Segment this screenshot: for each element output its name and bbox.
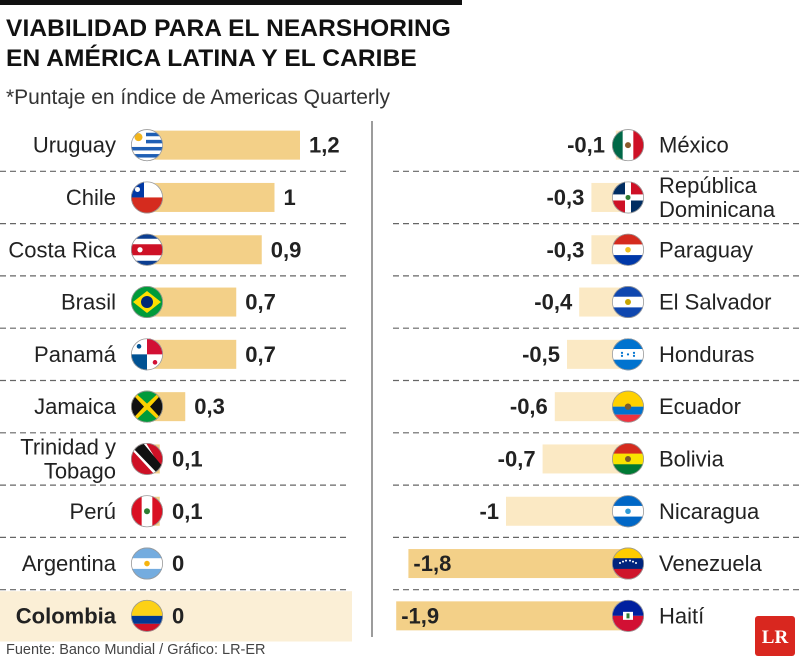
bar-uruguay — [147, 130, 300, 160]
category-label-costa-rica: Costa Rica — [8, 237, 116, 262]
category-label-colombia: Colombia — [16, 603, 117, 628]
title-rule — [0, 0, 462, 5]
category-label-ecuador: Ecuador — [659, 394, 741, 419]
flag-costa-rica-icon — [130, 233, 163, 266]
value-label-venezuela: -1,8 — [413, 551, 451, 576]
chart-subtitle: *Puntaje en índice de Americas Quarterly — [6, 86, 391, 109]
value-label-jamaica: 0,3 — [194, 394, 225, 419]
flag-argentina-icon — [130, 547, 163, 580]
category-label-republica-dominicana-line-2: Dominicana — [659, 197, 776, 222]
flag-venezuela-icon — [612, 547, 645, 580]
value-label-bolivia: -0,7 — [498, 446, 536, 471]
flag-mexico-icon — [612, 129, 645, 162]
value-label-panama: 0,7 — [245, 342, 276, 367]
value-label-haiti: -1,9 — [401, 603, 439, 628]
lr-logo: LR — [755, 616, 795, 656]
flag-el-salvador-icon — [612, 286, 645, 319]
category-label-chile: Chile — [66, 185, 116, 210]
bar-chile — [147, 182, 275, 212]
value-label-paraguay: -0,3 — [546, 237, 584, 262]
value-label-argentina: 0 — [172, 551, 184, 576]
value-label-honduras: -0,5 — [522, 342, 560, 367]
value-label-trinidad-y-tobago: 0,1 — [172, 446, 203, 471]
highlight-band-colombia — [0, 591, 352, 642]
flag-paraguay-icon — [612, 233, 645, 266]
flag-bolivia-icon — [612, 442, 645, 475]
flag-brazil-icon — [130, 286, 163, 319]
value-label-brasil: 0,7 — [245, 290, 276, 315]
flag-colombia-icon — [130, 599, 163, 632]
value-label-peru: 0,1 — [172, 499, 203, 524]
category-label-jamaica: Jamaica — [34, 394, 117, 419]
value-label-republica-dominicana: -0,3 — [546, 185, 584, 210]
category-label-bolivia: Bolivia — [659, 446, 725, 471]
lr-logo-background — [755, 616, 795, 656]
bar-haiti — [396, 601, 628, 631]
value-label-mexico: -0,1 — [567, 133, 605, 158]
value-label-chile: 1 — [284, 185, 296, 210]
category-label-nicaragua: Nicaragua — [659, 499, 760, 524]
category-label-mexico: México — [659, 133, 729, 158]
category-label-venezuela: Venezuela — [659, 551, 763, 576]
category-label-trinidad-y-tobago-line-2: Tobago — [44, 458, 116, 483]
flag-chile-icon — [130, 181, 163, 214]
flag-jamaica-icon — [130, 390, 163, 423]
category-label-paraguay: Paraguay — [659, 237, 753, 262]
bar-venezuela — [408, 549, 628, 579]
bar-costa-rica — [147, 235, 262, 265]
title-line-2: EN AMÉRICA LATINA Y EL CARIBE — [6, 45, 417, 72]
category-label-uruguay: Uruguay — [33, 133, 116, 158]
flag-peru-icon — [130, 495, 163, 528]
flag-dominican-republic-icon — [612, 181, 645, 214]
flag-haiti-icon — [612, 599, 645, 632]
flag-panama-icon — [130, 338, 163, 371]
category-label-honduras: Honduras — [659, 342, 754, 367]
title-line-1: VIABILIDAD PARA EL NEARSHORING — [6, 15, 451, 42]
category-label-republica-dominicana-line-1: República — [659, 173, 758, 198]
flag-trinidad-tobago-icon — [130, 442, 163, 475]
category-label-haiti: Haití — [659, 603, 704, 628]
category-label-peru: Perú — [70, 499, 116, 524]
category-label-el-salvador: El Salvador — [659, 290, 772, 315]
chart-title: VIABILIDAD PARA EL NEARSHORING EN AMÉRIC… — [6, 14, 526, 74]
bar-nicaragua — [506, 496, 628, 526]
flag-honduras-icon — [612, 338, 645, 371]
lr-logo-text: LR — [762, 627, 789, 648]
source-note: Fuente: Banco Mundial / Gráfico: LR-ER — [6, 642, 266, 658]
value-label-el-salvador: -0,4 — [534, 290, 573, 315]
value-label-colombia: 0 — [172, 603, 184, 628]
category-label-trinidad-y-tobago-line-1: Trinidad y — [20, 434, 116, 459]
category-label-argentina: Argentina — [22, 551, 117, 576]
value-label-nicaragua: -1 — [479, 499, 499, 524]
value-label-ecuador: -0,6 — [510, 394, 548, 419]
flag-nicaragua-icon — [612, 495, 645, 528]
category-label-panama: Panamá — [34, 342, 117, 367]
value-label-uruguay: 1,2 — [309, 133, 340, 158]
value-label-costa-rica: 0,9 — [271, 237, 302, 262]
flag-uruguay-icon — [130, 129, 163, 162]
flag-ecuador-icon — [612, 390, 645, 423]
category-label-brasil: Brasil — [61, 290, 116, 315]
